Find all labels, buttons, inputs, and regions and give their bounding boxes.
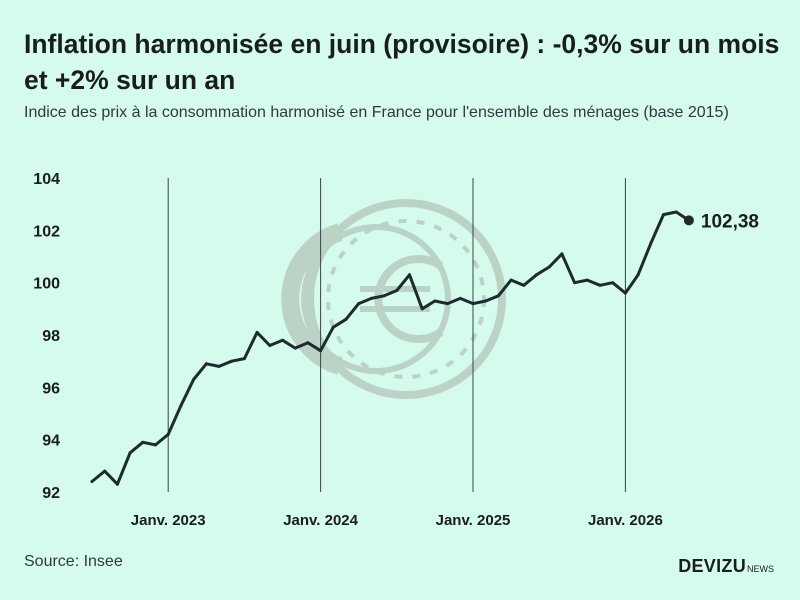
data-point <box>458 296 462 300</box>
data-point <box>230 359 234 363</box>
data-point <box>395 289 399 292</box>
data-point <box>408 273 411 277</box>
data-point <box>560 252 564 256</box>
data-point <box>636 273 640 277</box>
data-point <box>331 325 335 329</box>
data-point <box>598 283 602 287</box>
data-point <box>268 344 272 347</box>
data-point <box>217 364 221 368</box>
data-point <box>344 317 348 321</box>
data-point <box>255 330 259 334</box>
brand-name: DEVIZU <box>678 556 746 576</box>
y-tick-label: 96 <box>42 380 60 397</box>
data-point <box>522 283 526 287</box>
data-point <box>674 210 678 214</box>
data-point <box>382 294 386 298</box>
data-point <box>141 440 145 444</box>
data-point <box>496 294 500 298</box>
y-tick-label: 100 <box>33 276 60 293</box>
y-tick-label: 94 <box>42 433 60 450</box>
data-point <box>293 346 297 350</box>
data-point <box>509 278 513 282</box>
data-point <box>662 213 665 217</box>
data-point <box>535 273 538 277</box>
data-point <box>306 341 310 345</box>
brand-suffix: NEWS <box>747 564 774 574</box>
brand-logo: DEVIZUNEWS <box>678 556 774 577</box>
data-point <box>115 482 119 486</box>
data-point <box>103 469 107 473</box>
data-point <box>281 338 284 342</box>
data-point <box>357 302 361 306</box>
series-line <box>90 210 691 486</box>
y-tick-label: 104 <box>33 171 60 188</box>
x-tick-label: Janv. 2025 <box>436 512 511 529</box>
data-point <box>369 296 373 300</box>
data-point <box>179 404 183 408</box>
data-point <box>242 357 246 361</box>
y-tick-label: 98 <box>42 328 60 345</box>
data-point <box>420 307 424 311</box>
data-point <box>573 281 577 285</box>
source-note: Source: Insee <box>24 553 123 570</box>
data-point <box>90 480 94 483</box>
data-point <box>192 378 196 381</box>
data-point <box>623 291 627 295</box>
x-tick-label: Janv. 2026 <box>588 512 663 529</box>
end-point-marker <box>683 215 694 226</box>
chart-subtitle: Indice des prix à la consommation harmon… <box>24 104 729 121</box>
y-tick-label: 92 <box>42 485 60 502</box>
data-point <box>154 443 157 447</box>
data-point <box>204 362 208 366</box>
data-point <box>319 349 323 353</box>
end-value-label: 102,38 <box>701 211 759 232</box>
euro-coin-icon <box>281 199 506 399</box>
x-tick-label: Janv. 2023 <box>131 512 206 529</box>
data-point <box>649 241 653 245</box>
x-tick-label: Janv. 2024 <box>283 512 358 529</box>
data-point <box>484 299 488 303</box>
data-point <box>433 299 437 303</box>
y-tick-label: 102 <box>33 223 60 240</box>
data-point <box>471 302 475 306</box>
data-point <box>166 432 170 436</box>
data-point <box>585 278 589 282</box>
data-point <box>446 302 450 306</box>
data-point <box>611 281 615 285</box>
data-point <box>128 451 132 455</box>
data-point <box>547 265 551 269</box>
chart-title: Inflation harmonisée en juin (provisoire… <box>24 29 780 95</box>
